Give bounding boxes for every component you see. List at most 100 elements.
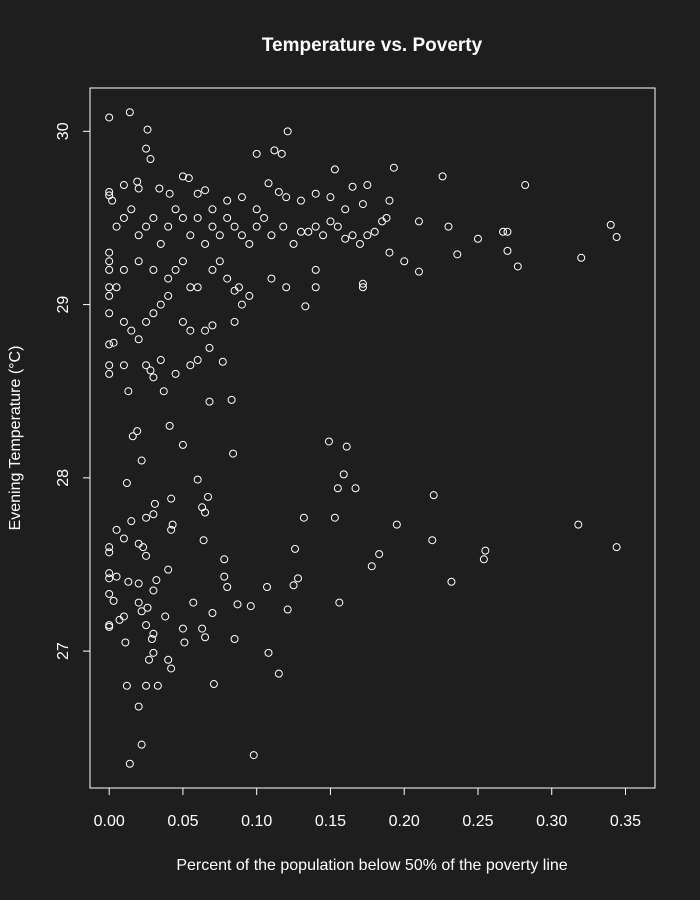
point [134,598,143,607]
point [105,589,114,598]
point [178,440,187,449]
point [105,113,114,122]
point [149,265,158,274]
point [245,291,254,300]
point [119,317,128,326]
point [348,182,357,191]
point [156,356,165,365]
point [168,520,177,529]
point [171,265,180,274]
point [137,607,146,616]
point [215,231,224,240]
point [125,759,134,768]
point [209,680,218,689]
point [127,517,136,526]
point [109,596,118,605]
point [453,250,462,259]
point [105,187,114,196]
point [119,181,128,190]
point [164,291,173,300]
point [311,222,320,231]
point [208,321,217,330]
x-tick-label: 0.10 [241,813,272,830]
point [193,356,202,365]
point [274,669,283,678]
point [499,227,508,236]
point [105,543,114,552]
point [574,520,583,529]
point [137,456,146,465]
point [134,231,143,240]
point [208,205,217,214]
point [145,655,154,664]
point [198,624,207,633]
point [142,621,151,630]
point [156,300,165,309]
point [189,598,198,607]
point [150,499,159,508]
point [215,257,224,266]
point [230,317,239,326]
point [142,317,151,326]
point [296,196,305,205]
point [142,513,151,522]
point [127,205,136,214]
point [105,340,114,349]
point [119,534,128,543]
point [146,155,155,164]
point [392,520,401,529]
point [164,565,173,574]
point [112,283,121,292]
point [134,579,143,588]
point [112,222,121,231]
x-tick-label: 0.20 [389,813,420,830]
point [339,470,348,479]
point [201,239,210,248]
point [205,343,214,352]
point [108,196,117,205]
point [263,583,272,592]
point [109,338,118,347]
point [311,283,320,292]
point [167,494,176,503]
point [137,740,146,749]
point [400,257,409,266]
point [134,184,143,193]
point [330,165,339,174]
point [180,638,189,647]
point [186,231,195,240]
point [447,577,456,586]
point [105,265,114,274]
point [267,274,276,283]
point [164,655,173,664]
point [105,569,114,578]
point [274,187,283,196]
point [149,629,158,638]
point [105,622,114,631]
point [282,193,291,202]
point [311,265,320,274]
point [112,572,121,581]
point [155,184,164,193]
point [105,574,114,583]
point [149,373,158,382]
point [105,248,114,257]
point [220,555,229,564]
point [363,231,372,240]
point [612,233,621,242]
point [208,265,217,274]
point [178,172,187,181]
point [223,196,232,205]
point [577,253,586,262]
point [301,302,310,311]
point [119,265,128,274]
point [389,163,398,172]
point [335,598,344,607]
point [178,257,187,266]
point [142,222,151,231]
point [355,239,364,248]
point [201,186,210,195]
plot-frame [89,87,656,789]
point [105,369,114,378]
point [149,586,158,595]
